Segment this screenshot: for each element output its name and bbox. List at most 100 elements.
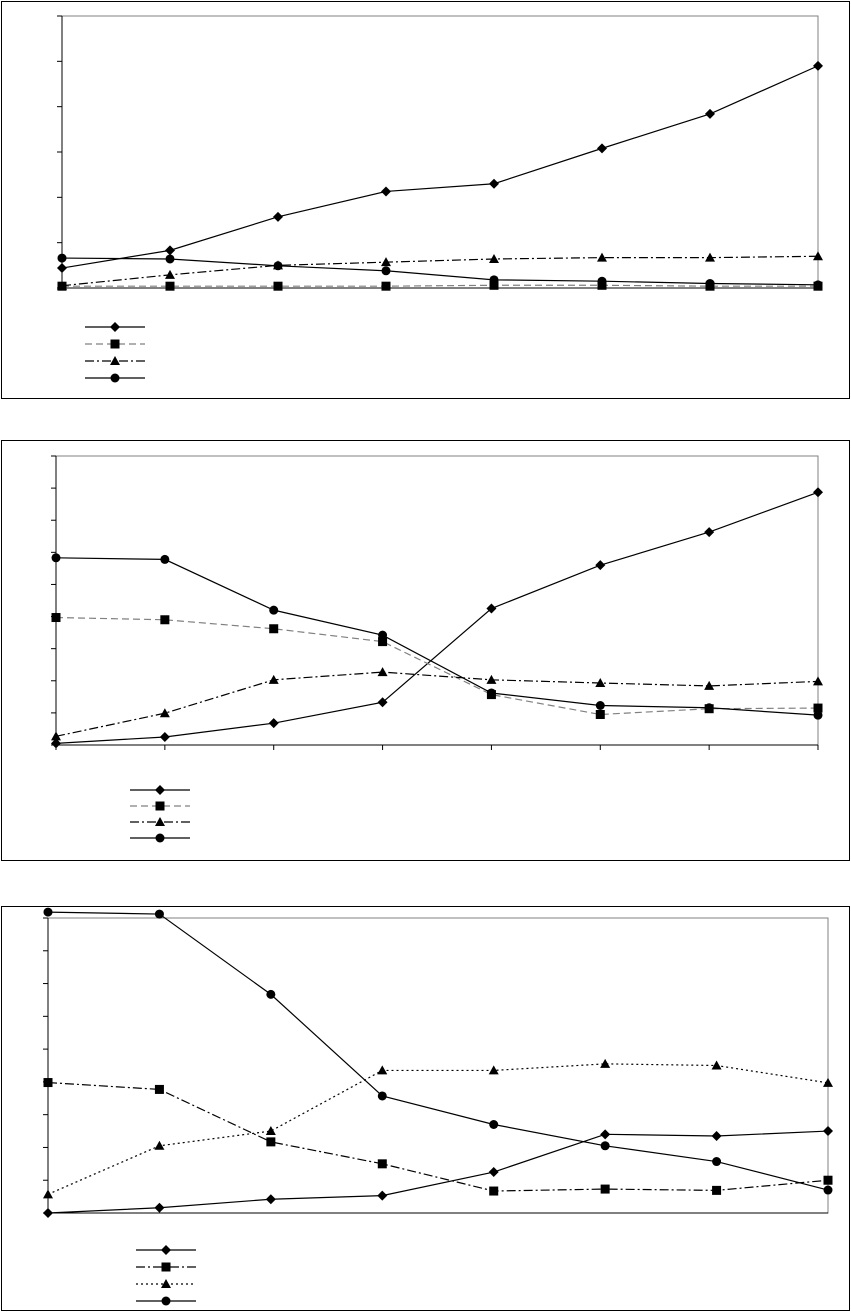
series-1-point: [813, 60, 823, 71]
series-1-point: [268, 718, 279, 729]
series-4-point: [595, 701, 605, 711]
series-3-point: [381, 257, 391, 267]
series-2-point: [273, 281, 283, 291]
series-4-point: [165, 254, 175, 264]
plot-area: [61, 15, 819, 289]
plot-area: [55, 455, 819, 746]
series-2-point: [269, 624, 279, 634]
series-1-point: [823, 1126, 833, 1137]
series-3-point: [265, 1126, 276, 1136]
series-4-point: [51, 553, 61, 563]
series-3-point: [43, 1189, 53, 1199]
legend-key-1-marker: [161, 1245, 171, 1255]
series-3-point: [51, 731, 61, 741]
series-1-point: [265, 1194, 276, 1205]
series-4-point: [377, 1091, 387, 1101]
series-2-point: [154, 1084, 164, 1094]
series-3-point: [823, 1077, 833, 1087]
series-4-point: [597, 276, 607, 286]
series-1-point: [486, 603, 497, 614]
series-1-point: [165, 245, 175, 256]
legend-key-2-marker: [161, 1262, 171, 1272]
series-3-line: [61, 255, 819, 287]
series-4-point: [381, 266, 391, 276]
series-3-point: [377, 1065, 388, 1075]
series-1-line: [55, 491, 819, 744]
series-4-point: [273, 261, 283, 271]
chart-3: [1, 906, 850, 1311]
series-1-point: [51, 738, 61, 749]
series-3-point: [813, 251, 823, 261]
series-4-point: [813, 280, 823, 290]
series-3-point: [813, 676, 823, 686]
series-1-point: [711, 1130, 722, 1141]
series-3-point: [705, 252, 715, 262]
series-3-point: [377, 667, 388, 677]
series-1-point: [704, 527, 715, 538]
series-4-point: [813, 710, 823, 720]
series-1-line: [61, 65, 819, 269]
series-3-point: [486, 674, 497, 684]
series-2-point: [160, 615, 170, 625]
chart-frame: [1, 440, 850, 861]
series-2-line: [55, 616, 819, 716]
chart-2: [1, 440, 850, 861]
legend-key-4-marker: [161, 1296, 171, 1306]
series-3-point: [154, 1140, 165, 1150]
series-1-point: [489, 178, 499, 189]
series-2-point: [43, 1078, 53, 1088]
series-4-line: [47, 911, 829, 1191]
series-4-point: [823, 1185, 833, 1195]
legend-key-3-marker: [161, 1279, 171, 1288]
series-4-point: [489, 275, 499, 285]
series-4-point: [266, 989, 276, 999]
series-4-point: [269, 605, 279, 615]
series-3-point: [268, 674, 279, 684]
series-4-point: [57, 253, 67, 263]
series-3-point: [704, 680, 715, 690]
legend-key-2-marker: [110, 339, 120, 349]
legend-key-2-marker: [155, 801, 165, 811]
legend-key-4-marker: [110, 373, 120, 383]
series-3-point: [489, 253, 499, 263]
series-2-point: [266, 1137, 276, 1147]
series-3-point: [711, 1060, 722, 1070]
series-1-point: [595, 560, 606, 571]
chart-frame: [1, 1, 850, 399]
series-1-point: [488, 1167, 499, 1178]
series-2-point: [381, 281, 391, 291]
series-2-point: [489, 280, 499, 290]
series-3-point: [595, 678, 606, 688]
series-4-line: [55, 557, 819, 716]
legend-key-1-marker: [110, 322, 120, 332]
series-4-point: [489, 1120, 499, 1129]
series-1-point: [705, 108, 715, 119]
series-3-line: [47, 1063, 829, 1195]
series-4-point: [705, 278, 715, 288]
series-4-point: [704, 703, 714, 713]
series-2-line: [62, 284, 818, 287]
chart-frame: [1, 906, 850, 1311]
series-2-line: [47, 1081, 829, 1192]
series-4-line: [61, 257, 819, 286]
series-4-point: [154, 909, 164, 919]
series-3-point: [57, 280, 67, 290]
series-2-point: [489, 1186, 499, 1196]
series-1-line: [47, 1130, 829, 1214]
series-3-point: [600, 1058, 611, 1068]
series-2-point: [600, 1184, 610, 1194]
series-1-point: [57, 263, 67, 274]
legend-key-3-marker: [110, 356, 120, 365]
series-1-point: [159, 731, 170, 742]
series-3-point: [165, 269, 175, 279]
series-4-point: [486, 688, 496, 698]
legend-key-3-marker: [155, 817, 165, 826]
series-1-point: [273, 211, 283, 222]
series-1-point: [381, 186, 391, 197]
series-2-point: [595, 709, 605, 719]
plot-area: [47, 917, 829, 1214]
series-1-point: [377, 697, 388, 708]
series-3-line: [55, 671, 819, 737]
series-2-point: [51, 613, 61, 623]
